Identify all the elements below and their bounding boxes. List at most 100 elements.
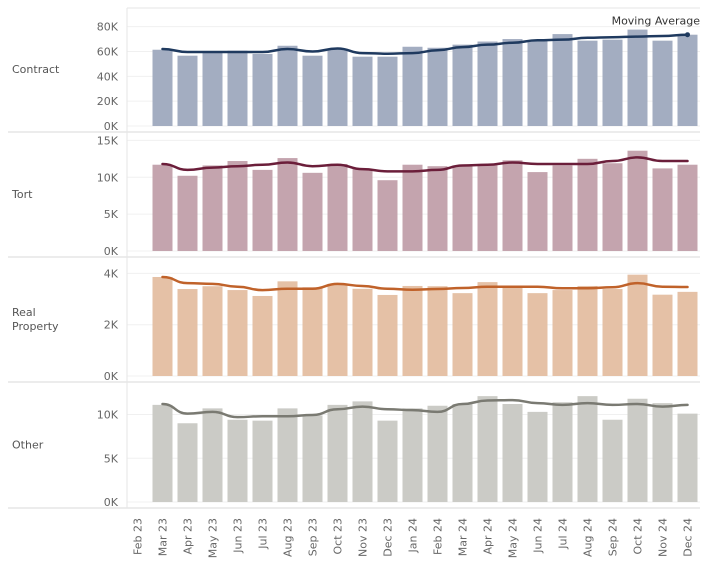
x-tick-label: Apr 23 <box>182 518 195 555</box>
x-tick-label: Jul 23 <box>257 518 270 550</box>
bar-oct-24 <box>627 150 648 251</box>
bar-jun-24 <box>527 293 548 376</box>
bar-dec-23 <box>377 420 398 502</box>
x-tick-label: Mar 24 <box>457 518 470 556</box>
bar-nov-23 <box>352 169 373 251</box>
bar-apr-24 <box>477 164 498 251</box>
bar-apr-23 <box>177 55 198 127</box>
bar-sep-24 <box>602 419 623 502</box>
bar-jul-24 <box>552 290 573 376</box>
bar-feb-24 <box>427 47 448 126</box>
bar-aug-23 <box>277 45 298 127</box>
bar-dec-23 <box>377 294 398 376</box>
bar-jan-24 <box>402 285 423 376</box>
bar-may-24 <box>502 287 523 376</box>
bar-sep-23 <box>302 415 323 502</box>
bar-nov-24 <box>652 40 673 126</box>
bar-dec-23 <box>377 180 398 251</box>
bar-nov-24 <box>652 168 673 251</box>
bar-aug-24 <box>577 40 598 126</box>
bar-feb-24 <box>427 166 448 251</box>
x-tick-label: May 24 <box>507 518 520 558</box>
bar-apr-23 <box>177 423 198 502</box>
y-tick-label: 80K <box>97 21 119 34</box>
bar-may-23 <box>202 408 223 502</box>
bar-sep-24 <box>602 289 623 376</box>
bar-feb-24 <box>427 286 448 376</box>
bar-dec-24 <box>677 413 698 502</box>
bar-oct-24 <box>627 398 648 502</box>
x-tick-label: Apr 24 <box>482 518 495 555</box>
moving-average-annotation: Moving Average <box>612 15 701 28</box>
panel-label: Tort <box>11 188 33 201</box>
y-tick-label: 5K <box>104 208 119 221</box>
y-tick-label: 60K <box>97 45 119 58</box>
bar-sep-23 <box>302 172 323 251</box>
bar-jul-23 <box>252 53 273 126</box>
bar-dec-24 <box>677 164 698 251</box>
bar-sep-24 <box>602 163 623 251</box>
x-tick-label: Mar 23 <box>157 518 170 556</box>
bar-mar-24 <box>452 165 473 251</box>
bar-jun-23 <box>227 50 248 126</box>
bar-oct-24 <box>627 274 648 376</box>
bar-oct-23 <box>327 283 348 376</box>
bar-apr-23 <box>177 289 198 376</box>
y-tick-label: 0K <box>104 496 119 509</box>
y-tick-label: 2K <box>104 319 119 332</box>
bar-jan-24 <box>402 164 423 251</box>
bar-jul-23 <box>252 420 273 502</box>
bar-nov-23 <box>352 401 373 502</box>
y-tick-label: 4K <box>104 267 119 280</box>
x-tick-label: Jun 23 <box>232 518 245 554</box>
y-tick-label: 5K <box>104 452 119 465</box>
bar-aug-23 <box>277 408 298 502</box>
y-tick-label: 10K <box>97 409 119 422</box>
bar-aug-24 <box>577 158 598 251</box>
y-tick-label: 0K <box>104 245 119 258</box>
y-tick-label: 0K <box>104 370 119 383</box>
panel-label: Contract <box>12 63 60 76</box>
bar-mar-23 <box>152 276 173 376</box>
bar-jul-24 <box>552 34 573 126</box>
bar-feb-24 <box>427 405 448 502</box>
y-tick-label: 20K <box>97 95 119 108</box>
bar-apr-24 <box>477 41 498 126</box>
x-tick-label: Nov 23 <box>357 518 370 557</box>
bar-sep-23 <box>302 55 323 127</box>
bar-jun-23 <box>227 419 248 502</box>
bar-may-23 <box>202 52 223 126</box>
x-tick-label: Aug 24 <box>582 518 595 557</box>
bar-aug-23 <box>277 158 298 251</box>
bar-nov-24 <box>652 403 673 502</box>
bar-nov-23 <box>352 56 373 127</box>
moving-average-line <box>161 275 689 292</box>
moving-average-line <box>161 156 689 173</box>
bar-jul-23 <box>252 169 273 251</box>
x-tick-label: Jan 24 <box>407 518 420 553</box>
x-tick-label: Sep 24 <box>607 518 620 556</box>
bar-jul-24 <box>552 165 573 251</box>
y-tick-label: 40K <box>97 70 119 83</box>
x-tick-label: Oct 24 <box>632 518 645 555</box>
bar-may-24 <box>502 160 523 251</box>
moving-average-endpoint <box>685 32 690 38</box>
bar-jun-24 <box>527 40 548 126</box>
bar-apr-24 <box>477 282 498 376</box>
bar-mar-23 <box>152 49 173 126</box>
bar-dec-23 <box>377 56 398 127</box>
bar-jan-24 <box>402 408 423 502</box>
bar-may-24 <box>502 404 523 502</box>
x-tick-label: Sep 23 <box>307 518 320 556</box>
moving-average-line <box>161 33 689 55</box>
bar-mar-24 <box>452 404 473 502</box>
bar-may-24 <box>502 39 523 127</box>
bar-jun-24 <box>527 172 548 251</box>
x-tick-label: Nov 24 <box>657 518 670 557</box>
x-tick-label: Feb 24 <box>432 518 445 555</box>
bar-aug-24 <box>577 285 598 376</box>
bar-sep-24 <box>602 39 623 126</box>
bar-oct-23 <box>327 404 348 502</box>
